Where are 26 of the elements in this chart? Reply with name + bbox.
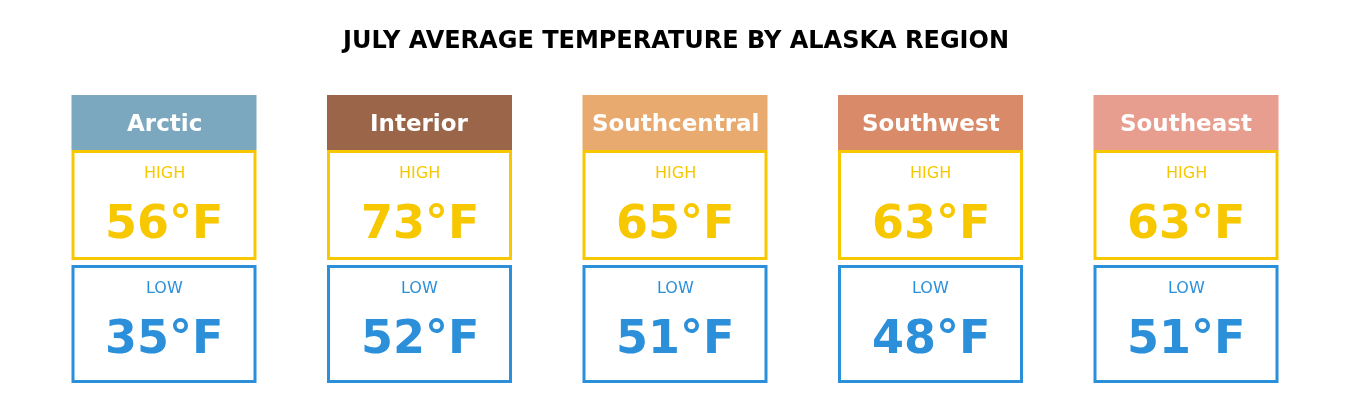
category-label: Southeast (1120, 110, 1252, 136)
data-label: 73°F (361, 195, 480, 249)
text: HIGH (655, 163, 697, 182)
text: LOW (1168, 278, 1205, 297)
legend-label: LOW (146, 278, 183, 297)
data-label: 52°F (361, 310, 480, 364)
data-label: 51°F (616, 310, 735, 364)
text: LOW (657, 278, 694, 297)
data-label: 35°F (105, 310, 224, 364)
category-label: Southwest (862, 110, 1000, 136)
data-label: 48°F (872, 310, 991, 364)
text: HIGH (910, 163, 952, 182)
data-label: 65°F (616, 195, 735, 249)
category-label: Southcentral (592, 110, 760, 136)
text: HIGH (399, 163, 441, 182)
text: JULY AVERAGE TEMPERATURE BY ALASKA REGION (341, 26, 1009, 54)
data-label: 51°F (1127, 310, 1246, 364)
data-label: 56°F (105, 195, 224, 249)
text: HIGH (1166, 163, 1208, 182)
data-label: 63°F (1127, 195, 1246, 249)
category-label: Interior (370, 110, 469, 136)
data-label: 63°F (872, 195, 991, 249)
legend-label: HIGH (144, 163, 186, 182)
text: LOW (912, 278, 949, 297)
category-label: Arctic (127, 110, 203, 136)
text: LOW (401, 278, 438, 297)
